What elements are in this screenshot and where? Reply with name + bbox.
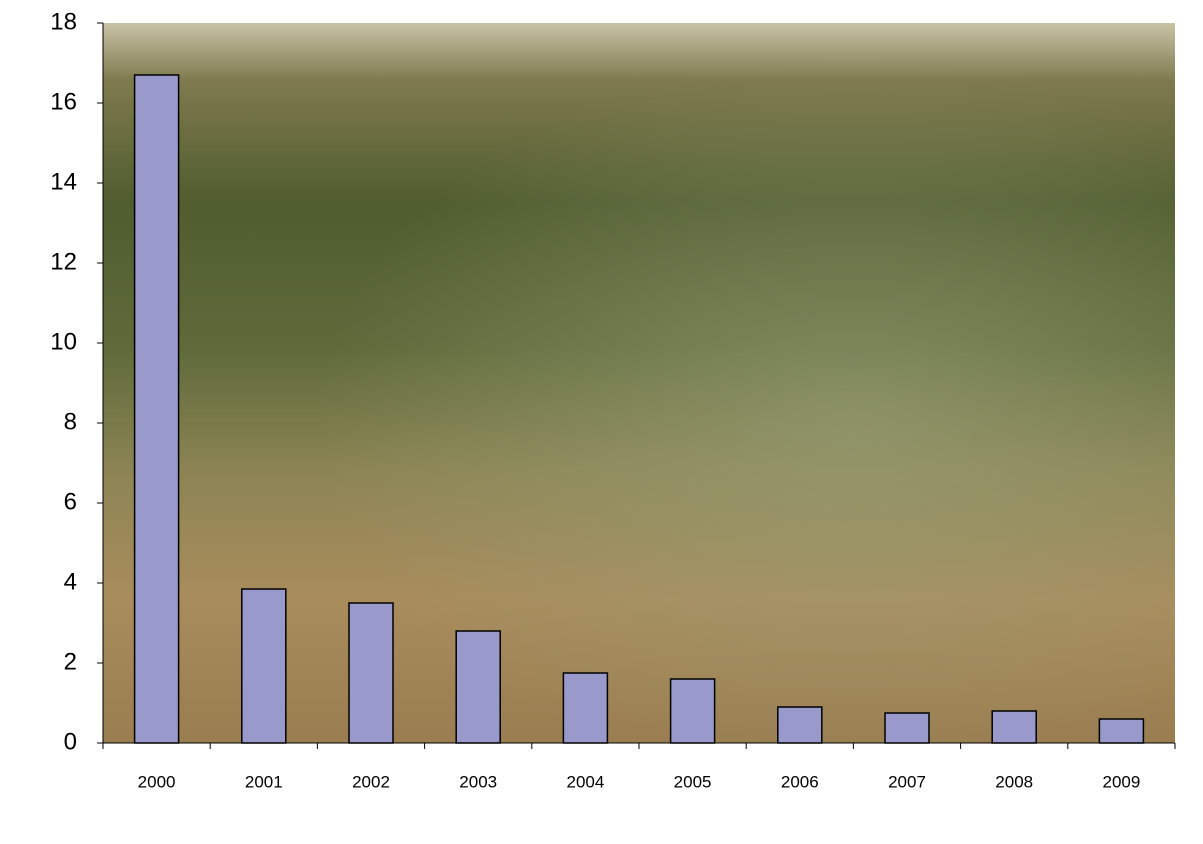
x-tick-label: 2007 bbox=[888, 772, 926, 791]
x-tick-label: 2004 bbox=[566, 772, 604, 791]
y-tick-label: 18 bbox=[50, 8, 77, 35]
bar bbox=[777, 706, 823, 744]
bar bbox=[669, 678, 716, 744]
y-tick-label: 0 bbox=[64, 728, 77, 755]
x-tick-label: 2002 bbox=[352, 772, 390, 791]
y-tick-label: 16 bbox=[50, 88, 77, 115]
y-tick-label: 4 bbox=[64, 568, 77, 595]
y-tick-label: 14 bbox=[50, 168, 77, 195]
bar bbox=[562, 672, 609, 744]
y-tick-label: 8 bbox=[64, 408, 77, 435]
x-tick-label: 2001 bbox=[245, 772, 283, 791]
bar bbox=[241, 588, 287, 744]
x-tick-label: 2008 bbox=[995, 772, 1033, 791]
y-tick-label: 6 bbox=[64, 488, 77, 515]
y-tick-label: 12 bbox=[50, 248, 77, 275]
bar bbox=[455, 630, 501, 744]
x-tick-label: 2003 bbox=[459, 772, 497, 791]
bar bbox=[991, 710, 1037, 744]
bar bbox=[133, 74, 180, 744]
x-tick-label: 2006 bbox=[781, 772, 819, 791]
bar bbox=[348, 602, 394, 744]
x-tick-label: 2000 bbox=[138, 772, 176, 791]
bar bbox=[1098, 718, 1145, 744]
y-tick-label: 2 bbox=[64, 648, 77, 675]
y-tick-label: 10 bbox=[50, 328, 77, 355]
x-tick-label: 2005 bbox=[674, 772, 712, 791]
x-tick-label: 2009 bbox=[1102, 772, 1140, 791]
bar bbox=[884, 712, 930, 744]
